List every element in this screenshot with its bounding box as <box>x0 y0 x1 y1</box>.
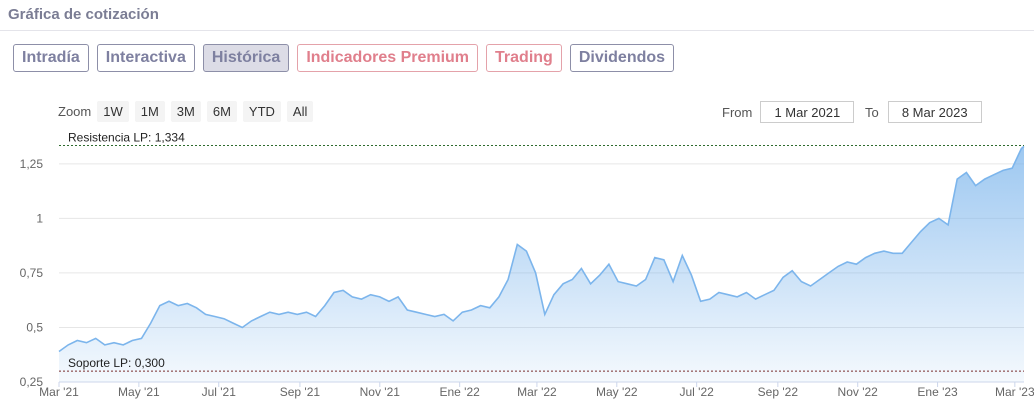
x-tick-label: Sep '21 <box>280 385 321 399</box>
x-tick-label: May '22 <box>596 385 638 399</box>
price-line <box>58 145 1025 353</box>
from-date-input[interactable]: 1 Mar 2021 <box>760 101 855 123</box>
y-tick-label: 0,5 <box>26 320 43 334</box>
range-from: From 1 Mar 2021 <box>722 101 855 123</box>
x-tick-label: Ene '23 <box>917 385 958 399</box>
range-to: To 8 Mar 2023 <box>865 101 982 123</box>
x-tick-label: Mar '23 <box>995 385 1034 399</box>
tab-dividendos[interactable]: Dividendos <box>569 44 675 72</box>
zoom-label: Zoom <box>58 104 92 119</box>
chart-tabs: Intradía Interactiva Histórica Indicador… <box>13 44 675 72</box>
x-tick-label: Sep '22 <box>758 385 799 399</box>
x-tick-label: Nov '22 <box>838 385 879 399</box>
zoom-bar: Zoom 1W 1M 3M 6M YTD All <box>58 101 319 122</box>
y-tick-label: 1 <box>36 211 43 225</box>
to-label: To <box>865 104 879 120</box>
x-tick-label: Nov '21 <box>360 385 401 399</box>
from-label: From <box>722 104 753 120</box>
x-tick-label: Jul '22 <box>680 385 715 399</box>
x-tick-label: May '21 <box>118 385 160 399</box>
x-tick-label: Jul '21 <box>202 385 237 399</box>
x-tick-label: Mar '22 <box>517 385 557 399</box>
tab-interactiva[interactable]: Interactiva <box>96 44 195 72</box>
price-area <box>59 146 1024 382</box>
x-tick-label: Mar '21 <box>39 385 79 399</box>
support-label: Soporte LP: 0,300 <box>68 356 165 370</box>
tab-intradia[interactable]: Intradía <box>13 44 89 72</box>
x-tick-label: Ene '22 <box>440 385 481 399</box>
zoom-1m-button[interactable]: 1M <box>134 101 165 122</box>
zoom-6m-button[interactable]: 6M <box>206 101 237 122</box>
tab-historica[interactable]: Histórica <box>202 44 290 72</box>
to-date-input[interactable]: 8 Mar 2023 <box>887 101 982 123</box>
zoom-3m-button[interactable]: 3M <box>170 101 201 122</box>
zoom-ytd-button[interactable]: YTD <box>242 101 281 122</box>
tab-indicadores-premium[interactable]: Indicadores Premium <box>297 44 479 72</box>
y-tick-label: 1,25 <box>20 157 44 171</box>
resistance-label: Resistencia LP: 1,334 <box>68 130 185 144</box>
section-title: Gráfica de cotización <box>8 6 159 23</box>
zoom-all-button[interactable]: All <box>286 101 314 122</box>
tab-trading[interactable]: Trading <box>486 44 562 72</box>
y-tick-label: 0,75 <box>20 266 44 280</box>
title-divider <box>0 30 1034 31</box>
zoom-1w-button[interactable]: 1W <box>97 101 129 122</box>
y-tick-label: 0,25 <box>20 375 44 389</box>
